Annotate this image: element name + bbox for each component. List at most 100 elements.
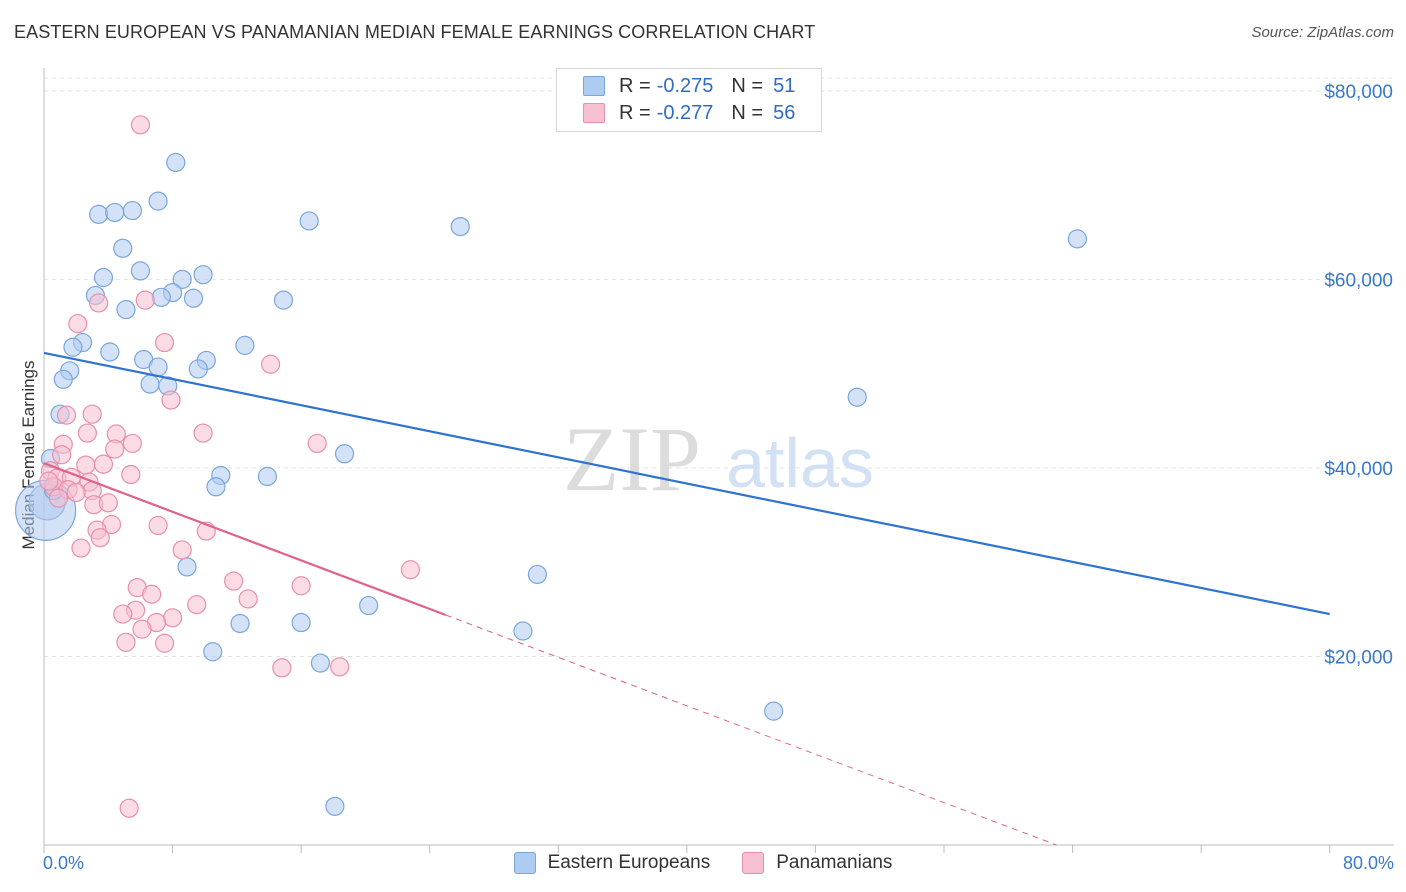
- y-tick-label: $20,000: [1324, 647, 1393, 668]
- point-panamanian: [105, 439, 125, 459]
- point-eastern-european: [148, 357, 168, 377]
- point-panamanian: [172, 540, 192, 560]
- point-panamanian: [132, 619, 152, 639]
- point-eastern-european: [310, 653, 331, 673]
- point-eastern-european: [105, 202, 125, 223]
- trend-line-extension-pink: [445, 614, 1057, 846]
- point-panamanian: [193, 423, 213, 443]
- point-eastern-european: [450, 217, 470, 237]
- chart-title: EASTERN EUROPEAN VS PANAMANIAN MEDIAN FE…: [14, 22, 816, 42]
- point-panamanian: [98, 493, 118, 513]
- y-tick-label: $80,000: [1324, 82, 1393, 103]
- point-panamanian: [39, 471, 59, 491]
- point-panamanian: [113, 604, 133, 624]
- point-eastern-european: [764, 701, 784, 721]
- point-eastern-european: [113, 238, 133, 258]
- legend-swatch-pink: [583, 103, 605, 123]
- point-eastern-european: [53, 369, 73, 389]
- point-panamanian: [154, 332, 175, 353]
- legend-label: Eastern Europeans: [547, 852, 711, 873]
- legend-swatch-blue: [583, 76, 605, 96]
- point-panamanian: [130, 115, 151, 135]
- legend-row-panamanians: R = -0.277 N = 56: [583, 101, 795, 125]
- r-value: -0.275: [656, 74, 714, 97]
- point-panamanian: [93, 454, 114, 474]
- y-tick-label: $40,000: [1324, 459, 1393, 480]
- point-panamanian: [52, 445, 72, 465]
- point-eastern-european: [299, 211, 319, 231]
- point-eastern-european: [188, 359, 208, 379]
- point-eastern-european: [847, 387, 867, 407]
- r-label: R =: [619, 74, 651, 97]
- point-panamanian: [162, 608, 183, 628]
- point-eastern-european: [235, 335, 255, 355]
- point-eastern-european: [325, 796, 345, 816]
- point-panamanian: [307, 433, 327, 454]
- point-eastern-european: [206, 477, 226, 497]
- point-panamanian: [272, 658, 292, 678]
- point-panamanian: [187, 595, 207, 615]
- point-panamanian: [121, 464, 141, 485]
- watermark-atlas: atlas: [726, 424, 874, 502]
- n-value: 56: [773, 101, 796, 124]
- legend-row-eastern-europeans: R = -0.275 N = 51: [583, 74, 795, 98]
- point-panamanian: [56, 405, 77, 425]
- point-panamanian: [291, 576, 311, 596]
- point-eastern-european: [166, 152, 186, 173]
- trend-line-blue: [43, 351, 1330, 616]
- point-eastern-european: [334, 444, 355, 464]
- point-eastern-european: [177, 557, 197, 577]
- point-eastern-european: [93, 267, 114, 288]
- point-panamanian: [71, 538, 91, 558]
- r-label: R =: [619, 101, 651, 124]
- n-label: N =: [731, 74, 764, 97]
- series-legend: Eastern Europeans Panamanians: [0, 852, 1406, 874]
- legend-item-eastern-europeans[interactable]: Eastern Europeans: [513, 852, 711, 874]
- point-panamanian: [154, 633, 175, 653]
- point-eastern-european: [203, 642, 223, 662]
- point-panamanian: [48, 488, 69, 508]
- point-panamanian: [161, 390, 181, 410]
- point-eastern-european: [183, 288, 204, 308]
- point-panamanian: [119, 798, 139, 818]
- legend-swatch-pink: [742, 852, 765, 874]
- point-panamanian: [77, 423, 97, 443]
- point-panamanian: [142, 584, 162, 604]
- point-eastern-european: [89, 204, 109, 224]
- point-eastern-european: [527, 564, 547, 585]
- point-panamanian: [135, 290, 155, 310]
- point-eastern-european: [100, 342, 120, 362]
- point-panamanian: [330, 657, 350, 677]
- point-eastern-european: [116, 299, 136, 320]
- x-tick-label: 0.0%: [43, 853, 84, 873]
- point-eastern-european: [273, 290, 294, 310]
- point-eastern-european: [122, 200, 142, 221]
- point-eastern-european: [291, 612, 311, 633]
- point-panamanian: [224, 571, 244, 591]
- legend-label: Panamanians: [776, 852, 893, 873]
- point-eastern-european: [140, 374, 160, 394]
- point-eastern-european: [130, 261, 151, 281]
- point-panamanian: [261, 354, 281, 374]
- legend-swatch-blue: [513, 852, 536, 874]
- point-eastern-european: [151, 287, 171, 307]
- r-value: -0.277: [656, 101, 714, 124]
- point-panamanian: [89, 293, 109, 313]
- legend-item-panamanians[interactable]: Panamanians: [742, 852, 892, 874]
- point-eastern-european: [148, 191, 168, 211]
- n-value: 51: [773, 74, 796, 97]
- point-panamanian: [76, 455, 96, 475]
- point-panamanian: [238, 589, 258, 609]
- point-panamanian: [116, 632, 136, 652]
- x-tick-label: 80.0%: [1343, 853, 1394, 873]
- point-panamanian: [122, 433, 142, 454]
- point-panamanian: [400, 560, 421, 580]
- point-eastern-european: [1067, 229, 1087, 249]
- point-eastern-european: [513, 621, 533, 641]
- trend-line-pink: [43, 462, 447, 617]
- n-label: N =: [731, 101, 764, 124]
- point-eastern-european: [230, 613, 250, 634]
- point-panamanian: [82, 404, 102, 424]
- source-label: Source: ZipAtlas.com: [1251, 24, 1394, 41]
